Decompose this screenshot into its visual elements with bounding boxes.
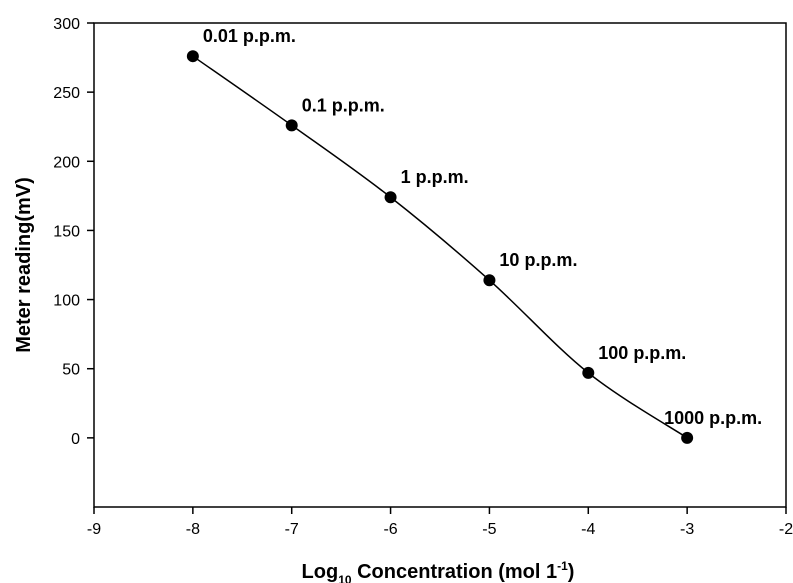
x-axis-title: Log10 Concentration (mol 1-1)	[302, 559, 575, 583]
data-point	[384, 191, 397, 204]
data-point	[186, 50, 199, 63]
series-group: 0.01 p.p.m. 0.1 p.p.m. 1 p.p.m. 10 p.p.m. 10…	[186, 26, 762, 444]
y-tick-label: 0	[71, 431, 80, 448]
y-tick-label: 100	[53, 293, 80, 310]
x-tick-label: -9	[87, 521, 101, 538]
x-axis-title-subscript: 10	[338, 573, 352, 583]
data-label: 10 p.p.m.	[499, 250, 577, 270]
x-axis-title-prefix: Log	[302, 561, 339, 583]
data-label: 0.1 p.p.m.	[302, 95, 385, 115]
x-tick-label: -4	[581, 521, 595, 538]
data-point	[582, 366, 595, 379]
series-line	[192, 55, 688, 439]
x-axis-title-suffix: )	[568, 561, 575, 583]
data-label: 1 p.p.m.	[401, 167, 469, 187]
y-axis-title: Meter reading(mV)	[13, 177, 35, 353]
data-point	[681, 431, 694, 444]
x-axis: -9 -8 -7 -6 -5 -4 -3 -2	[87, 507, 793, 538]
y-tick-label: 50	[62, 362, 80, 379]
x-tick-label: -5	[482, 521, 496, 538]
x-tick-label: -2	[779, 521, 793, 538]
plot-frame-group	[93, 22, 787, 508]
y-tick-label: 150	[53, 223, 80, 240]
x-axis-title-superscript: -1	[557, 559, 568, 573]
y-axis: 0 50 100 150 200 250 300	[53, 16, 94, 448]
y-tick-label: 300	[53, 16, 80, 33]
data-point	[483, 274, 496, 287]
plot-frame	[93, 22, 787, 508]
x-tick-label: -8	[186, 521, 200, 538]
data-label: 1000 p.p.m.	[664, 408, 762, 428]
x-tick-label: -7	[285, 521, 299, 538]
y-tick-label: 200	[53, 154, 80, 171]
data-label: 0.01 p.p.m.	[203, 26, 296, 46]
x-axis-title-main: Concentration (mol 1	[352, 561, 558, 583]
data-point	[285, 119, 298, 132]
y-tick-label: 250	[53, 85, 80, 102]
x-tick-label: -3	[680, 521, 694, 538]
data-label: 100 p.p.m.	[598, 343, 686, 363]
x-tick-label: -6	[383, 521, 397, 538]
